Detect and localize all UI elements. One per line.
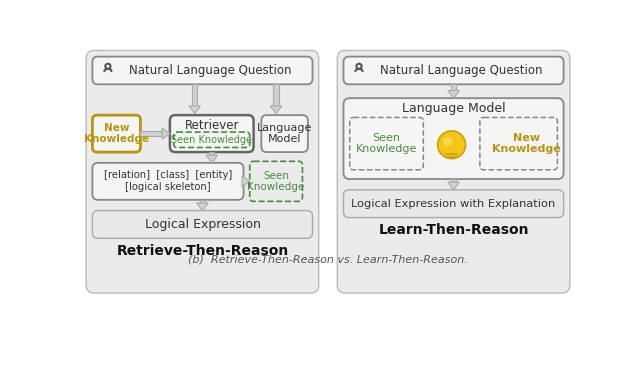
Text: [relation]  [class]  [entity]: [relation] [class] [entity]: [104, 170, 232, 180]
Polygon shape: [242, 179, 244, 184]
Polygon shape: [451, 85, 456, 90]
Polygon shape: [209, 152, 214, 155]
Polygon shape: [140, 131, 162, 136]
Text: Seen
Knowledge: Seen Knowledge: [356, 133, 417, 154]
Text: Natural Language Question: Natural Language Question: [380, 64, 543, 77]
Polygon shape: [270, 106, 282, 114]
Text: Learn-Then-Reason: Learn-Then-Reason: [378, 223, 529, 237]
Circle shape: [438, 131, 465, 159]
FancyBboxPatch shape: [86, 51, 319, 293]
Text: Retrieve-Then-Reason: Retrieve-Then-Reason: [116, 244, 289, 258]
FancyBboxPatch shape: [344, 190, 564, 218]
FancyBboxPatch shape: [92, 211, 312, 238]
Polygon shape: [162, 128, 170, 139]
Text: Retriever: Retriever: [184, 120, 239, 132]
Circle shape: [443, 137, 452, 146]
Polygon shape: [206, 155, 218, 163]
FancyBboxPatch shape: [92, 56, 312, 85]
FancyBboxPatch shape: [344, 98, 564, 179]
FancyBboxPatch shape: [92, 115, 140, 152]
FancyBboxPatch shape: [261, 115, 308, 152]
Text: New
Knowledge: New Knowledge: [492, 133, 561, 154]
Polygon shape: [448, 182, 460, 190]
Text: Natural Language Question: Natural Language Question: [129, 64, 291, 77]
Text: New
Knowledge: New Knowledge: [84, 123, 149, 144]
Polygon shape: [189, 106, 200, 114]
FancyBboxPatch shape: [337, 51, 570, 293]
Polygon shape: [192, 85, 197, 106]
Polygon shape: [451, 179, 456, 182]
FancyBboxPatch shape: [170, 115, 253, 152]
Text: Language
Model: Language Model: [257, 123, 312, 144]
Text: Logical Expression with Explanation: Logical Expression with Explanation: [351, 199, 556, 209]
Polygon shape: [242, 176, 250, 187]
FancyBboxPatch shape: [344, 56, 564, 85]
Text: Logical Expression: Logical Expression: [145, 218, 260, 231]
FancyBboxPatch shape: [92, 163, 244, 200]
Polygon shape: [200, 200, 205, 203]
Polygon shape: [273, 85, 279, 106]
Text: [logical skeleton]: [logical skeleton]: [125, 183, 211, 193]
Text: (b)  Retrieve-Then-Reason vs. Learn-Then-Reason.: (b) Retrieve-Then-Reason vs. Learn-Then-…: [188, 255, 468, 265]
Text: Language Model: Language Model: [402, 103, 506, 115]
Polygon shape: [196, 203, 208, 211]
Text: Seen Knowledge: Seen Knowledge: [172, 135, 252, 145]
Polygon shape: [448, 90, 460, 98]
Text: Seen
Knowledge: Seen Knowledge: [248, 170, 305, 192]
